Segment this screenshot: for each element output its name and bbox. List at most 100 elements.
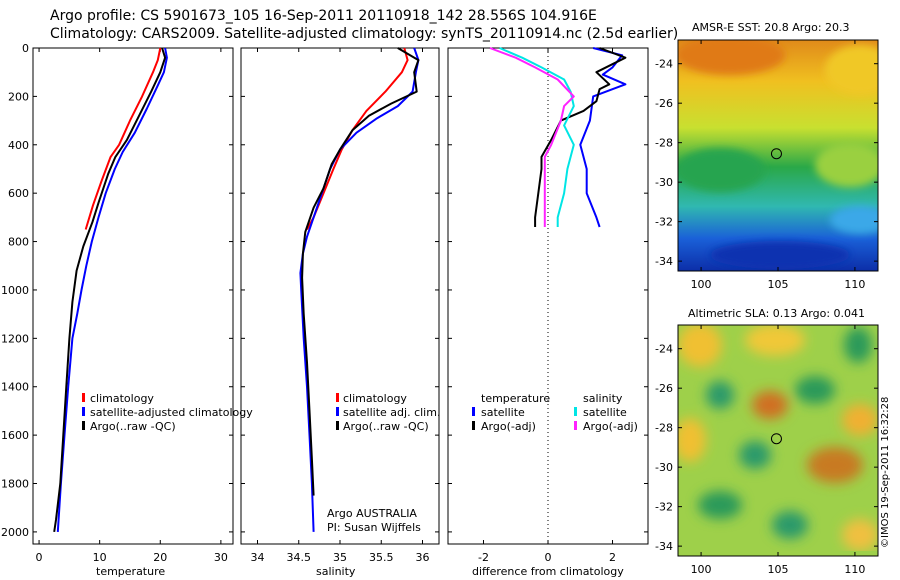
legend-swatch-temp-satellite [472,407,475,416]
legend-swatch-satellite [82,407,85,416]
sla-positive-blob [842,404,878,436]
sst-green-patch [678,148,765,192]
sst-map-title: AMSR-E SST: 20.8 Argo: 20.3 [692,21,850,34]
sla-lat-tick-label: -26 [655,382,673,395]
depth-tick-label: 1800 [1,478,29,491]
sla-positive-blob [678,325,722,367]
sla-positive-blob [678,418,706,462]
sst-yellow-patch [825,45,878,95]
sla-negative-blob [795,376,835,404]
temperature-x-tick-label: 20 [153,551,167,564]
legend-label-climatology: climatology [90,392,154,405]
legend-label-temp-argo: Argo(-adj) [481,420,536,433]
imos-credit: ©IMOS 19-Sep-2011 16:32:28 [880,396,891,548]
temperature-x-tick-label: 0 [36,551,43,564]
sla-lon-tick-label: 105 [768,563,789,576]
difference-x-tick-label: 0 [545,551,552,564]
series-line-argo-raw-qc [301,47,420,496]
sla-negative-blob [698,491,742,519]
depth-tick-label: 1400 [1,381,29,394]
legend-label-sal-argo: Argo(-adj) [583,420,638,433]
sla-lat-tick-label: -32 [655,501,673,514]
difference-legend: temperature salinity satellite Argo(-adj… [472,392,638,433]
legend-swatch-temp-argo [472,421,475,430]
sla-lat-tick-label: -34 [655,540,673,553]
legend-label-argo: Argo(..raw -QC) [343,420,429,433]
difference-x-axis-label: difference from climatology [472,565,624,578]
sla-lat-tick-label: -28 [655,422,673,435]
legend-swatch-climatology [82,393,85,402]
depth-tick-label: 2000 [1,526,29,539]
sst-lon-tick-label: 100 [691,278,712,291]
series-line-temperature-argo-adj [534,47,627,227]
legend-label-satellite-adj: satellite adj. clim. [343,406,440,419]
salinity-x-tick-label: 35 [333,551,347,564]
temperature-legend: climatology satellite-adjusted climatolo… [82,392,253,433]
salinity-x-tick-label: 35.5 [369,551,394,564]
series-line-satellite-adjusted-climatology [56,47,168,532]
salinity-x-tick-label: 36 [416,551,430,564]
depth-tick-label: 0 [22,42,29,55]
temperature-x-axis-label: temperature [96,565,166,578]
difference-x-tick-label: 2 [609,551,616,564]
depth-tick-label: 400 [8,139,29,152]
salinity-axis-ticks: 34 34.5 35 35.5 36 [241,47,439,564]
temperature-x-tick-label: 30 [214,551,228,564]
sst-warm-patch [678,40,785,75]
depth-tick-label: 600 [8,187,29,200]
legend-swatch-argo [336,421,339,430]
figure-title-line1: Argo profile: CS 5901673_105 16-Sep-2011… [50,8,597,24]
difference-series-group [489,47,627,228]
sla-negative-blob [844,327,872,363]
sla-negative-blob [772,511,808,539]
salinity-series-group [299,47,420,532]
sla-lat-tick-label: -30 [655,461,673,474]
sst-green-tongue [815,143,878,187]
sla-lon-tick-label: 110 [844,563,865,576]
depth-tick-label: 1200 [1,332,29,345]
sst-cold-patch [710,241,850,269]
legend-swatch-satellite [336,407,339,416]
temperature-plot-frame [32,47,234,545]
depth-tick-label: 1600 [1,429,29,442]
legend-heading-temperature: temperature [481,392,550,405]
difference-x-tick-label: -2 [478,551,489,564]
legend-label-satellite-adjusted: satellite-adjusted climatology [90,406,253,419]
legend-label-climatology: climatology [343,392,407,405]
sla-positive-blob [842,519,878,551]
legend-label-sal-satellite: satellite [583,406,627,419]
sst-lat-tick-label: -26 [655,97,673,110]
series-line-argo-raw-qc [53,47,167,533]
sst-lon-tick-label: 105 [768,278,789,291]
sst-cool-patch [830,206,878,234]
series-line-climatology [84,47,162,230]
sst-lat-tick-label: -32 [655,216,673,229]
annotation-pi-name: PI: Susan Wijffels [327,521,421,534]
sst-lat-tick-label: -24 [655,58,673,71]
sla-argo-marker [770,433,782,445]
sst-argo-marker [770,148,782,160]
sst-lat-tick-label: -30 [655,176,673,189]
legend-swatch-climatology [336,393,339,402]
sst-lon-tick-label: 110 [844,278,865,291]
legend-swatch-argo [82,421,85,430]
temperature-x-tick-label: 10 [93,551,107,564]
sla-lon-tick-label: 100 [691,563,712,576]
salinity-legend: climatology satellite adj. clim. Argo(..… [327,392,440,534]
legend-heading-salinity: salinity [583,392,623,405]
sla-lat-tick-label: -24 [655,343,673,356]
legend-swatch-sal-satellite [574,407,577,416]
legend-label-temp-satellite: satellite [481,406,525,419]
sla-negative-blob [706,381,734,409]
salinity-x-tick-label: 34 [251,551,265,564]
temperature-series-group [53,47,168,533]
salinity-x-axis-label: salinity [316,565,356,578]
sla-positive-blob [807,447,863,483]
figure-title-line2: Climatology: CARS2009. Satellite-adjuste… [50,26,679,42]
depth-tick-label: 1000 [1,284,29,297]
